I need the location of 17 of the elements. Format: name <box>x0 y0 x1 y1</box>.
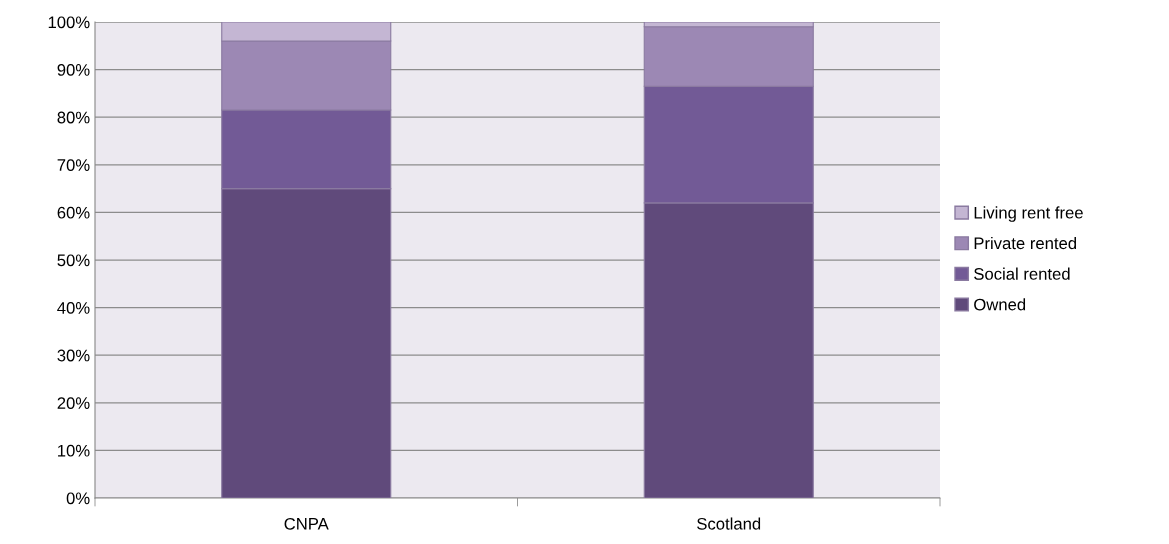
y-tick-label: 10% <box>58 444 90 457</box>
x-tick-label: Scotland <box>697 517 761 530</box>
y-tick-label: 80% <box>57 111 90 124</box>
y-tick-label: 70% <box>57 159 90 171</box>
y-tick-label: 90% <box>57 64 90 76</box>
y-tick-label: 100% <box>48 16 90 29</box>
legend-label: Social rented <box>974 267 1070 280</box>
legend-label: Owned <box>974 298 1026 311</box>
x-tick-label: CNPA <box>284 517 329 530</box>
y-tick-label: 60% <box>57 206 90 219</box>
y-tick-label: 0% <box>66 492 90 505</box>
legend-label: Private rented <box>974 236 1077 250</box>
legend-label: Living rent free <box>974 206 1083 222</box>
y-tick-label: 30% <box>57 349 90 362</box>
y-tick-label: 50% <box>57 254 90 267</box>
y-tick-label: 20% <box>57 397 90 409</box>
y-tick-label: 40% <box>57 302 90 314</box>
